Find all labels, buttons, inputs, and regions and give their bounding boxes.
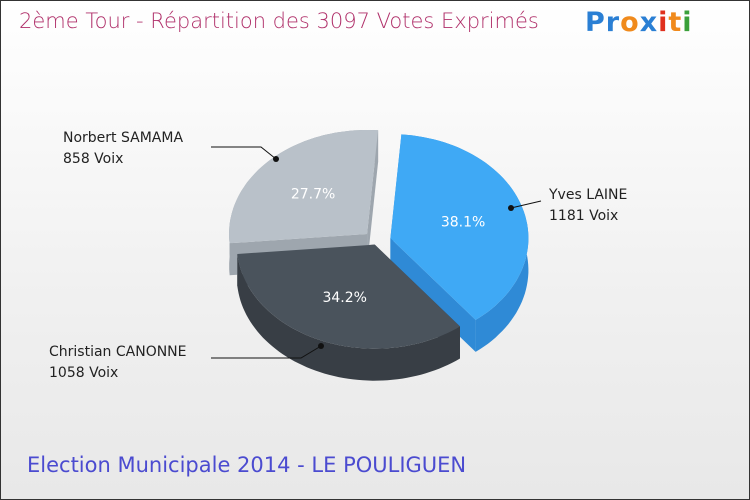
label-votes: 858 Voix bbox=[63, 151, 124, 167]
leader-arrowhead bbox=[273, 156, 279, 162]
logo-letter: x bbox=[639, 7, 659, 38]
chart-subtitle: Election Municipale 2014 - LE POULIGUEN bbox=[27, 453, 467, 477]
percent-label: 27.7% bbox=[291, 187, 335, 203]
slice-side-1 bbox=[237, 254, 460, 381]
logo-letter: r bbox=[605, 7, 621, 38]
label-christian: Christian CANONNE 1058 Voix bbox=[49, 342, 187, 384]
label-name: Christian CANONNE bbox=[49, 344, 187, 360]
logo-letter: i bbox=[682, 7, 693, 38]
slice-top-2 bbox=[229, 130, 379, 244]
label-votes: 1058 Voix bbox=[49, 365, 119, 381]
percent-label: 34.2% bbox=[322, 290, 366, 306]
label-name: Norbert SAMAMA bbox=[63, 130, 184, 146]
leader-arrowhead bbox=[318, 343, 324, 349]
proxiti-logo: Proxiti bbox=[585, 7, 693, 38]
leader-arrowhead bbox=[508, 205, 514, 211]
logo-letter: P bbox=[585, 7, 606, 38]
slice-top-0 bbox=[390, 134, 529, 320]
label-name: Yves LAINE bbox=[549, 187, 628, 203]
label-norbert: Norbert SAMAMA 858 Voix bbox=[63, 128, 183, 170]
leader-line bbox=[510, 200, 542, 209]
logo-letter: o bbox=[620, 7, 640, 38]
leader-line bbox=[211, 345, 322, 359]
slice-top-1 bbox=[237, 244, 460, 349]
label-yves: Yves LAINE 1181 Voix bbox=[549, 185, 627, 227]
logo-letter: t bbox=[668, 7, 683, 38]
slice-wall bbox=[367, 130, 379, 266]
leader-line bbox=[211, 146, 277, 160]
percent-label: 38.1% bbox=[441, 215, 485, 231]
logo-letter: i bbox=[658, 7, 669, 38]
chart-title: 2ème Tour - Répartition des 3097 Votes E… bbox=[19, 9, 539, 33]
label-votes: 1181 Voix bbox=[549, 208, 619, 224]
